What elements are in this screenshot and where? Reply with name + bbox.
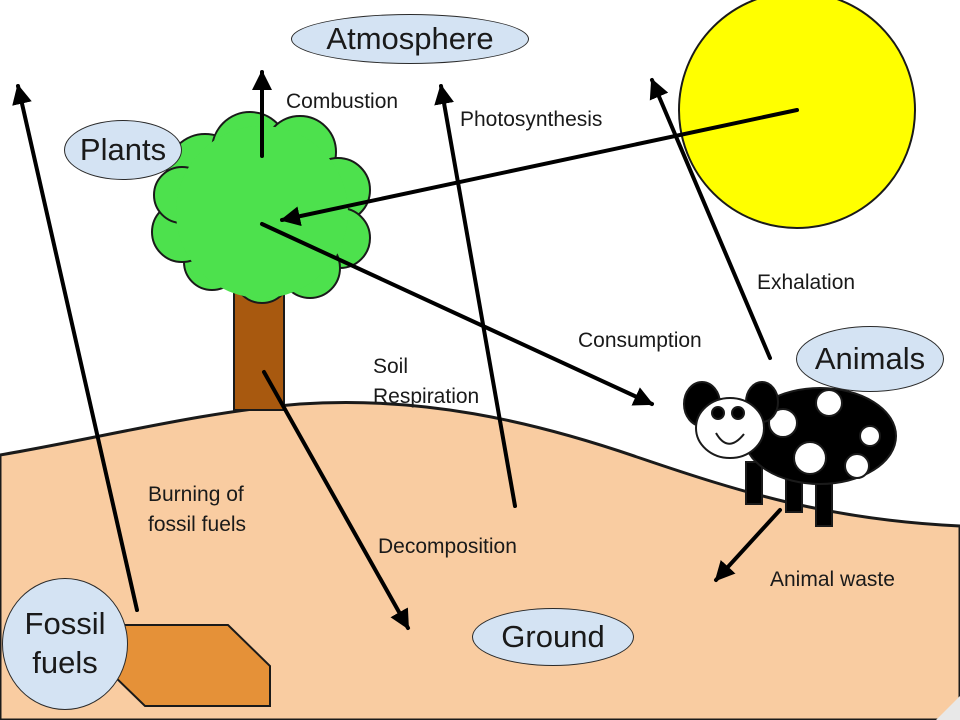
animal-waste-label: Animal waste <box>770 568 895 591</box>
animal-waste-arrow <box>714 508 782 582</box>
ground-node: Ground <box>472 608 634 666</box>
plants-node: Plants <box>64 120 182 180</box>
plants-label: Plants <box>79 131 167 167</box>
photosynthesis-arrow <box>280 108 799 227</box>
burning-fossil-fuels-label: Burning of fossil fuels <box>148 480 246 541</box>
burning-fossil-fuels-arrow <box>12 84 139 612</box>
fossil-fuels-label-line1: Fossil <box>24 606 106 642</box>
exhalation-arrow <box>649 78 772 360</box>
burning-fossil-fuels-line1: Burning of <box>148 483 244 506</box>
atmosphere-label: Atmosphere <box>326 20 494 56</box>
soil-respiration-line1: Soil <box>373 355 409 378</box>
combustion-label: Combustion <box>286 90 399 113</box>
soil-respiration-arrow <box>434 84 517 508</box>
decomposition-arrow <box>262 370 410 630</box>
tree-canopy-fill <box>176 126 348 298</box>
sun <box>678 0 916 229</box>
fossil-fuels-label-line2: fuels <box>32 645 98 680</box>
photosynthesis-label: Photosynthesis <box>460 108 603 131</box>
consumption-arrow <box>260 222 654 406</box>
cow <box>683 381 897 527</box>
animals-node: Animals <box>796 326 944 392</box>
soil-respiration-label: Soil Respiration <box>373 352 479 413</box>
atmosphere-node: Atmosphere <box>291 14 529 64</box>
exhalation-label: Exhalation <box>757 271 856 294</box>
decomposition-label: Decomposition <box>378 535 517 558</box>
ground-label: Ground <box>501 618 605 654</box>
consumption-label: Consumption <box>578 329 702 352</box>
soil-respiration-line2: Respiration <box>373 385 480 409</box>
burning-fossil-fuels-line2: fossil fuels <box>148 513 247 537</box>
process-arrows <box>12 70 799 630</box>
page-fold-corner <box>936 696 960 720</box>
animals-label: Animals <box>814 340 926 376</box>
fossil-fuels-node: Fossil fuels <box>2 578 128 710</box>
